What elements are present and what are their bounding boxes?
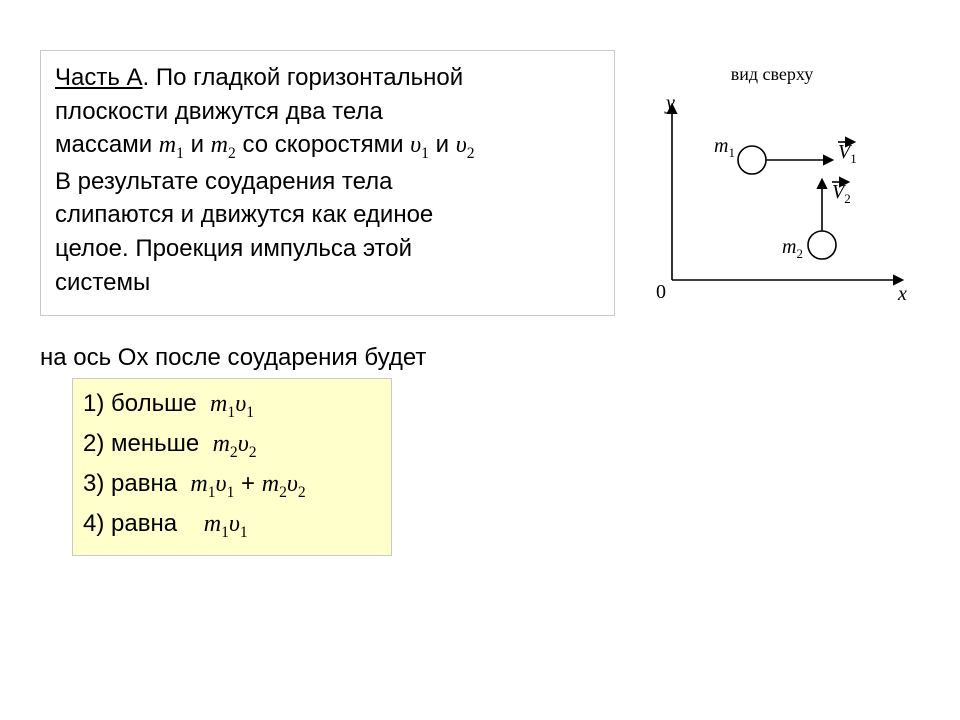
and2: и [436, 131, 456, 158]
m1-symbol: m1 [159, 132, 184, 158]
svg-text:V1: V1 [838, 141, 857, 166]
problem-text-box: Часть А. По гладкой горизонтальной плоск… [40, 50, 615, 316]
svg-text:m1: m1 [714, 135, 735, 160]
diagram-svg: вид сверху y x 0 m1 V1 m2 V2 [632, 50, 932, 320]
line5: слипаются и движутся как единое [55, 201, 433, 228]
answers-box: 1) больше m1υ1 2) меньше m2υ2 3) равна m… [72, 378, 392, 556]
and1: и [191, 131, 211, 158]
line8: на ось Оx после соударения будет [40, 344, 426, 372]
line3-mid: со скоростями [242, 131, 410, 158]
svg-text:V2: V2 [832, 181, 851, 206]
svg-text:y: y [664, 92, 675, 114]
part-label: Часть А [55, 64, 143, 91]
answer-4: 4) равна m1υ1 [83, 505, 381, 545]
svg-text:вид сверху: вид сверху [731, 64, 813, 84]
answer-2: 2) меньше m2υ2 [83, 425, 381, 465]
a4-math: m1υ1 [204, 511, 248, 537]
answer-3: 3) равна m1υ1 + m2υ2 [83, 465, 381, 505]
answer-1: 1) больше m1υ1 [83, 385, 381, 425]
svg-text:0: 0 [656, 281, 666, 303]
svg-text:m2: m2 [782, 236, 803, 261]
line6: целое. Проекция импульса этой [55, 235, 412, 262]
a3-math: m1υ1 [190, 471, 234, 497]
line4: В результате соударения тела [55, 168, 393, 195]
v2-symbol: υ2 [456, 132, 475, 158]
a2-math: m2υ2 [213, 431, 257, 457]
line3-pre: массами [55, 131, 159, 158]
top-view-diagram: вид сверху y x 0 m1 V1 m2 V2 [632, 50, 932, 320]
line2: плоскости движутся два тела [55, 98, 383, 125]
svg-text:x: x [897, 283, 907, 305]
a1-math: m1υ1 [210, 391, 254, 417]
line7: системы [55, 269, 150, 296]
line1-tail: . По гладкой горизонтальной [143, 64, 464, 91]
v1-symbol: υ1 [410, 132, 429, 158]
m2-symbol: m2 [211, 132, 236, 158]
